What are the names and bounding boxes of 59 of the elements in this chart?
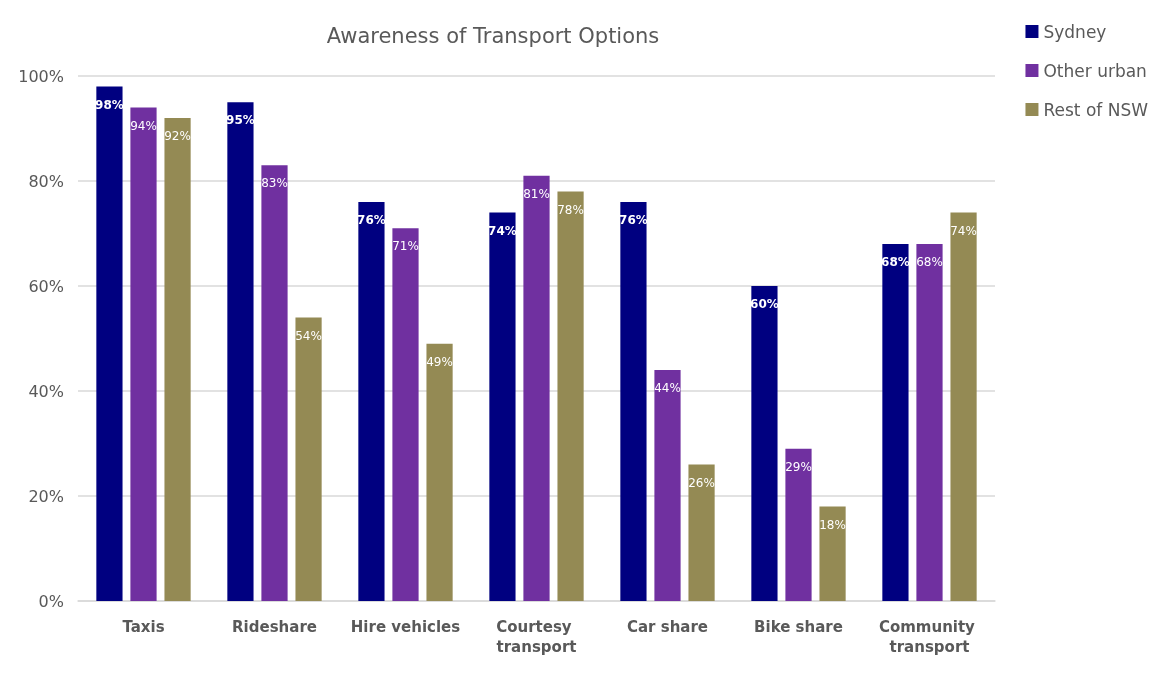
bar [523,175,550,601]
bar [295,317,322,601]
y-tick-label: 0% [38,591,64,611]
data-label: 71% [392,239,419,254]
x-tick-label: Hire vehicles [350,618,461,636]
data-label: 74% [488,223,517,238]
data-label: 83% [261,176,288,191]
data-label: 68% [881,255,910,269]
data-label: 74% [950,223,977,238]
x-tick-label: Car share [626,618,709,636]
data-label: 95% [226,113,255,128]
legend-label: Sydney [1043,21,1107,42]
data-label: 29% [785,459,812,474]
data-label: 94% [130,118,157,133]
bar [785,448,812,601]
bar [164,118,191,601]
bar [654,370,681,601]
bar [819,506,846,601]
data-label: 68% [916,255,943,269]
data-label: 49% [426,354,453,369]
bar [392,228,419,601]
bar [489,212,516,601]
data-label: 54% [295,328,322,343]
bar [130,107,157,601]
bar [426,343,453,601]
x-tick-label: Rideshare [232,618,317,636]
bar [688,464,715,601]
legend-label: Rest of NSW [1043,99,1149,120]
bar [882,244,909,601]
y-tick-label: 100% [18,66,64,86]
data-label: 18% [819,517,846,532]
data-label: 60% [750,297,779,311]
bar [96,86,123,601]
bar [950,212,977,601]
bar [620,202,647,601]
bar [557,191,584,601]
data-label: 76% [619,213,648,227]
chart-title: Awareness of Transport Options [326,23,660,48]
data-label: 92% [164,129,191,143]
legend-label: Other urban [1043,60,1147,81]
x-tick-label: Community transport [878,618,981,656]
x-tick-label: Bike share [754,618,843,636]
x-tick-label: Taxis [122,618,165,636]
data-label: 26% [688,475,715,490]
bar [261,165,288,601]
data-label: 78% [557,202,584,217]
bar [227,102,254,601]
y-tick-label: 60% [28,276,64,296]
y-tick-label: 40% [28,381,64,401]
data-label: 81% [523,186,550,201]
y-tick-label: 80% [28,171,64,191]
y-tick-label: 20% [28,486,64,506]
bar [358,202,385,601]
data-label: 98% [95,97,124,112]
data-label: 76% [357,213,386,227]
bar [916,244,943,601]
x-tick-label: Courtesy transport [496,618,577,656]
bar [751,286,778,601]
data-label: 44% [654,381,681,395]
